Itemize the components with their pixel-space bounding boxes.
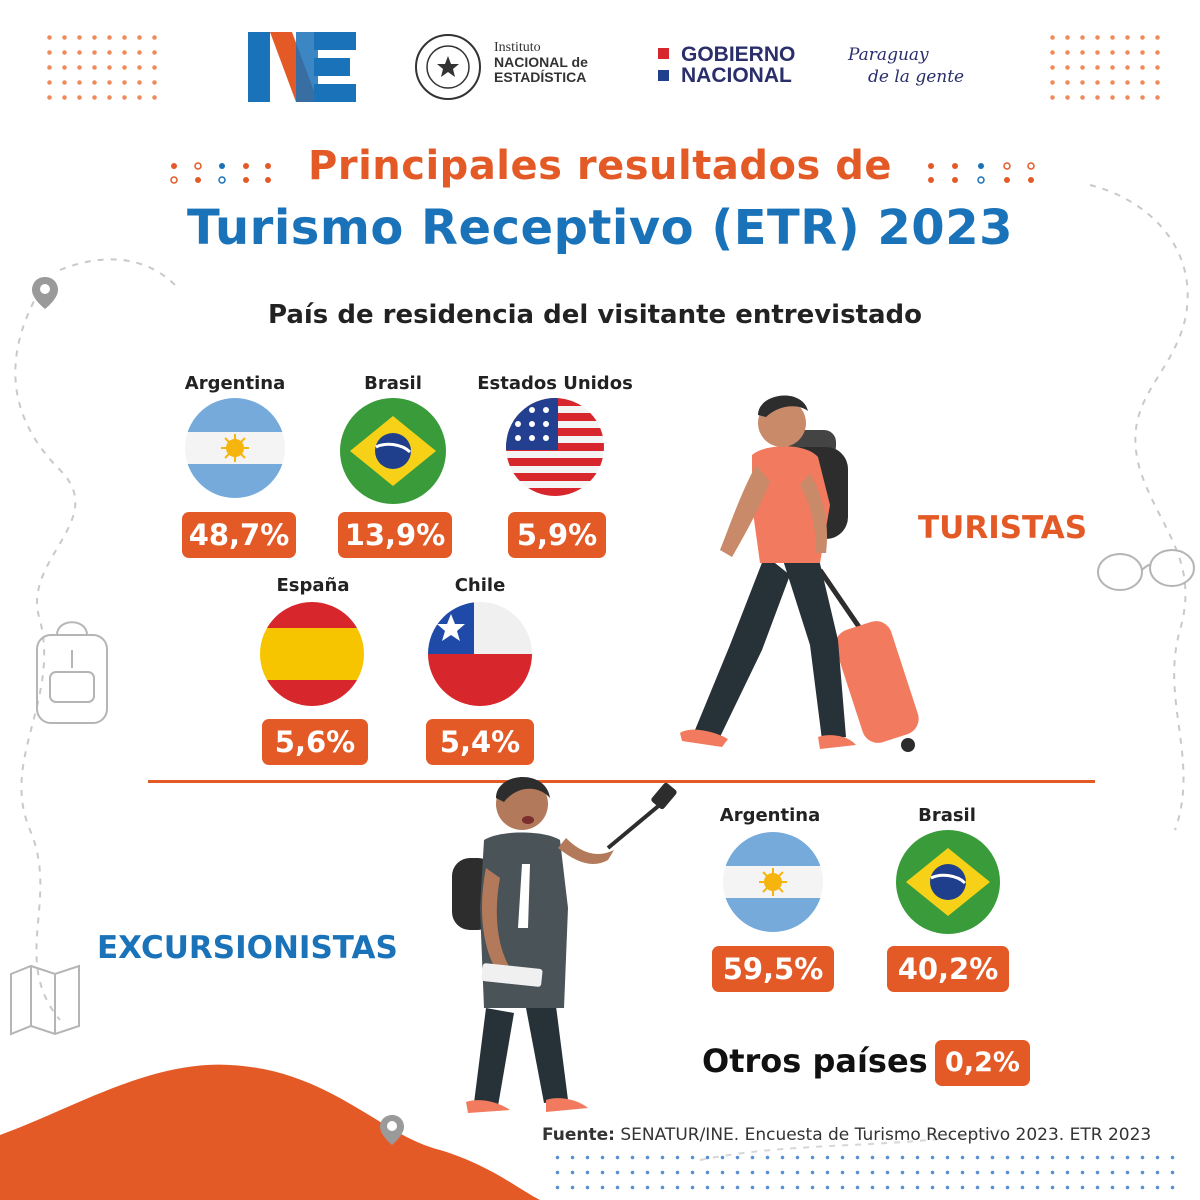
source-text: SENATUR/INE. Encuesta de Turismo Recepti… (620, 1125, 1152, 1145)
tourist-with-luggage-illustration (680, 395, 919, 752)
country-name: Argentina (719, 805, 821, 826)
title-dots-right (928, 162, 1035, 184)
percentage-badge: 5,4% (426, 719, 534, 765)
brazil-flag-icon (340, 398, 446, 504)
source-note: Fuente: SENATUR/INE. Encuesta de Turismo… (542, 1125, 1151, 1145)
paraguay-seal-icon (415, 34, 481, 100)
excursionist-with-selfie-stick-illustration (452, 776, 677, 1113)
percentage-badge: 59,5% (712, 946, 834, 992)
percentage-badge: 40,2% (887, 946, 1009, 992)
usa-flag-icon (506, 398, 604, 496)
percentage-badge: 48,7% (182, 512, 296, 558)
gobierno-blue-square (658, 70, 669, 81)
turistas-label: TURISTAS (918, 510, 1088, 546)
ine-line-2: NACIONAL de (494, 54, 588, 70)
gobierno-nacional-logo: GOBIERNO NACIONAL (681, 44, 795, 86)
orange-hill-shape (0, 1064, 540, 1200)
spain-flag-icon (260, 602, 364, 706)
country-name: Estados Unidos (477, 373, 633, 394)
gobierno-red-square (658, 48, 669, 59)
subtitle: País de residencia del visitante entrevi… (267, 300, 923, 330)
country-name: Brasil (364, 373, 422, 394)
location-pin-icon (380, 1115, 404, 1145)
ine-line-1: Instituto (494, 40, 541, 55)
excursionistas-label: EXCURSIONISTAS (97, 930, 398, 966)
title-line-1: Principales resultados de (308, 143, 892, 189)
brazil-flag-icon (896, 830, 1000, 934)
country-name: Chile (454, 575, 506, 596)
percentage-badge: 5,6% (262, 719, 368, 765)
ine-line-3: ESTADÍSTICA (494, 69, 587, 85)
gobierno-line-1: GOBIERNO (681, 43, 796, 66)
ine-logo-icon (248, 32, 356, 102)
argentina-flag-icon (185, 398, 285, 498)
section-divider (148, 780, 1095, 783)
country-name: Brasil (918, 805, 976, 826)
paraguay-de-la-gente-logo: Paraguay de la gente (848, 44, 964, 88)
percentage-badge: 5,9% (508, 512, 606, 558)
location-pin-icon (32, 277, 58, 309)
title-dots-left (170, 162, 271, 184)
source-label: Fuente: (542, 1125, 615, 1145)
map-sketch-icon (10, 964, 80, 1036)
otros-paises-badge: 0,2% (935, 1040, 1030, 1086)
chile-flag-icon (428, 602, 532, 706)
ine-institute-name: Instituto NACIONAL de ESTADÍSTICA (494, 40, 588, 85)
title-line-2: Turismo Receptivo (ETR) 2023 (187, 200, 1013, 256)
backpack-sketch-icon (36, 621, 108, 724)
decorative-dots-bottom (550, 1150, 1180, 1195)
otros-paises-label: Otros países (702, 1042, 928, 1080)
argentina-flag-icon (723, 832, 823, 932)
gobierno-line-2: NACIONAL (681, 64, 792, 87)
decorative-dots-top-right (1045, 30, 1165, 110)
sunglasses-sketch-icon (1097, 549, 1195, 591)
country-name: Argentina (184, 373, 286, 394)
paraguay-line-1: Paraguay (848, 45, 929, 65)
percentage-badge: 13,9% (338, 512, 452, 558)
decorative-dots-top-left (42, 30, 162, 110)
country-name: España (276, 575, 350, 596)
paraguay-line-2: de la gente (868, 67, 965, 87)
